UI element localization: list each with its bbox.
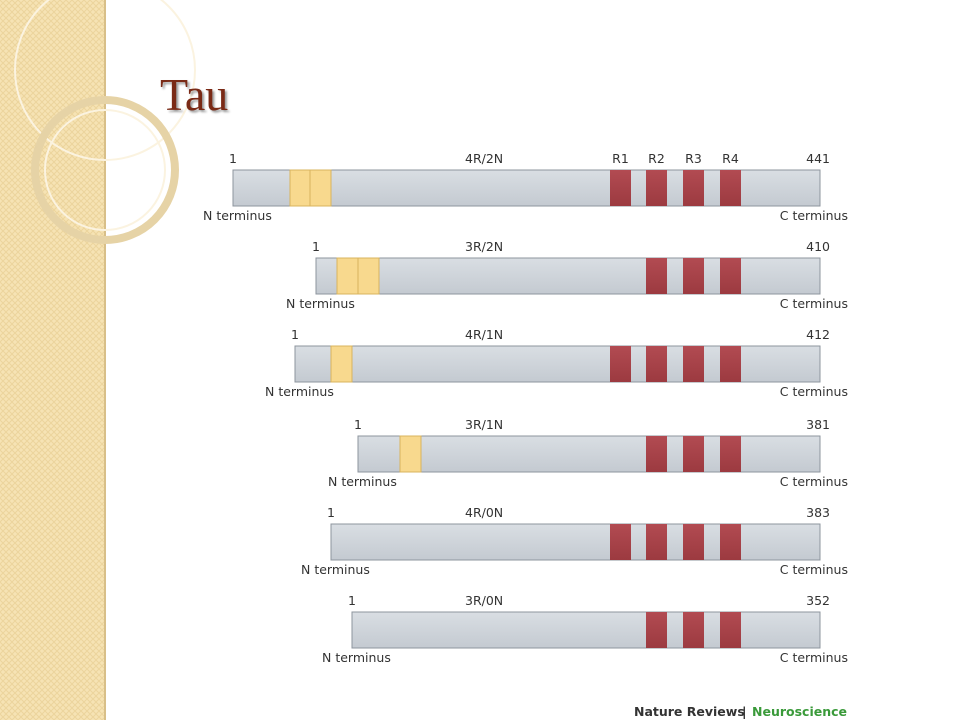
n-terminus-label: N terminus — [286, 296, 355, 311]
repeat-domain — [683, 170, 704, 206]
n-terminus-label: N terminus — [328, 474, 397, 489]
decor-circles — [14, 0, 196, 244]
repeat-domain — [683, 258, 704, 294]
repeat-label: R3 — [685, 151, 702, 166]
repeat-domain — [646, 612, 667, 648]
repeat-label: R2 — [648, 151, 665, 166]
isoform-name: 3R/1N — [465, 417, 503, 432]
repeat-domain — [646, 346, 667, 382]
start-label: 1 — [291, 327, 299, 342]
start-label: 1 — [354, 417, 362, 432]
end-label: 410 — [806, 239, 830, 254]
end-label: 381 — [806, 417, 830, 432]
protein-bar — [330, 523, 821, 561]
repeat-label: R1 — [612, 151, 629, 166]
isoform-name: 4R/0N — [465, 505, 503, 520]
repeat-domain — [646, 258, 667, 294]
repeat-domain — [610, 524, 631, 560]
field: Neuroscience — [752, 704, 847, 719]
c-terminus-label: C terminus — [780, 474, 848, 489]
start-label: 1 — [327, 505, 335, 520]
repeat-domain — [720, 524, 741, 560]
repeat-domain — [646, 436, 667, 472]
n-insert — [330, 345, 353, 383]
repeat-domain — [610, 346, 631, 382]
side-strip — [0, 0, 105, 720]
n-insert — [399, 435, 422, 473]
n-insert — [309, 169, 332, 207]
repeat-domain — [683, 612, 704, 648]
c-terminus-label: C terminus — [780, 384, 848, 399]
n-terminus-label: N terminus — [322, 650, 391, 665]
repeat-domain — [683, 346, 704, 382]
repeat-domain — [610, 170, 631, 206]
repeat-domain — [720, 436, 741, 472]
repeat-domain — [683, 524, 704, 560]
n-terminus-label: N terminus — [203, 208, 272, 223]
start-label: 1 — [229, 151, 237, 166]
source-credit: Nature Reviews | Neuroscience — [634, 704, 847, 719]
repeat-domain — [646, 524, 667, 560]
n-terminus-label: N terminus — [301, 562, 370, 577]
c-terminus-label: C terminus — [780, 562, 848, 577]
repeat-domain — [720, 346, 741, 382]
n-insert — [289, 169, 312, 207]
end-label: 412 — [806, 327, 830, 342]
end-label: 441 — [806, 151, 830, 166]
slide-title: Tau — [160, 69, 228, 120]
separator: | — [742, 704, 747, 719]
repeat-domain — [720, 258, 741, 294]
c-terminus-label: C terminus — [780, 208, 848, 223]
isoform-name: 3R/2N — [465, 239, 503, 254]
tau-diagram: 1 4R/2N 441 N terminus C terminus 1 3R/2N 410 N … — [203, 151, 848, 665]
repeat-domain — [683, 436, 704, 472]
protein-bar — [357, 435, 821, 473]
protein-bar — [315, 257, 821, 295]
end-label: 383 — [806, 505, 830, 520]
repeat-label: R4 — [722, 151, 739, 166]
c-terminus-label: C terminus — [780, 650, 848, 665]
repeat-domain — [720, 170, 741, 206]
n-insert — [357, 257, 380, 295]
n-insert — [336, 257, 359, 295]
isoform-name: 3R/0N — [465, 593, 503, 608]
protein-bar — [294, 345, 821, 383]
repeat-domain — [646, 170, 667, 206]
isoform-name: 4R/1N — [465, 327, 503, 342]
end-label: 352 — [806, 593, 830, 608]
repeat-domain — [720, 612, 741, 648]
protein-bar — [351, 611, 821, 649]
n-terminus-label: N terminus — [265, 384, 334, 399]
journal: Nature Reviews — [634, 704, 745, 719]
start-label: 1 — [312, 239, 320, 254]
isoform-name: 4R/2N — [465, 151, 503, 166]
c-terminus-label: C terminus — [780, 296, 848, 311]
start-label: 1 — [348, 593, 356, 608]
